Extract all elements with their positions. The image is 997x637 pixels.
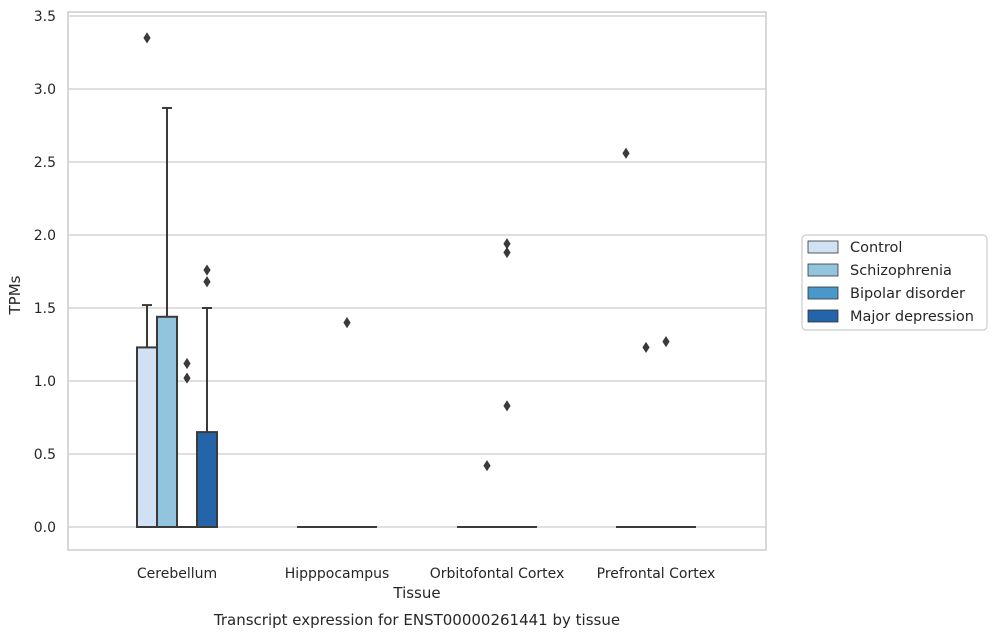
legend-frame (801, 234, 988, 331)
legend-label: Bipolar disorder (850, 286, 965, 302)
y-tick-label: 2.0 (34, 228, 56, 244)
x-tick-label: Cerebellum (137, 566, 217, 582)
y-tick-label: 3.0 (34, 82, 56, 98)
outlier-point (503, 400, 511, 412)
legend-label: Control (850, 240, 902, 256)
legend-swatch (807, 286, 839, 300)
legend-label: Major depression (850, 309, 974, 325)
x-tick-label: Prefrontal Cortex (597, 566, 716, 582)
box-cerebellum-0 (136, 304, 158, 529)
y-tick-label: 3.5 (34, 9, 56, 25)
box-prefrontal-cortex-2 (656, 335, 676, 528)
outlier-point (203, 276, 211, 288)
outlier-point (622, 147, 630, 159)
box-hipppocampus-2 (337, 317, 357, 528)
box-cerebellum-1 (156, 106, 178, 529)
outlier-point (183, 372, 191, 384)
y-tick-label: 0.0 (34, 520, 56, 536)
outlier-point (642, 341, 650, 354)
x-tick-labels: Cerebellum Hipppocampus Orbitofontal Corte… (137, 566, 715, 582)
outlier-point (662, 335, 670, 348)
x-tick-label: Hipppocampus (285, 566, 390, 582)
outlier-point (483, 460, 491, 472)
chart-caption: Transcript expression for ENST0000026144… (213, 611, 620, 629)
box-body (196, 431, 218, 529)
y-tick-label: 2.5 (34, 155, 56, 171)
y-tick-label: 1.0 (34, 374, 56, 390)
x-tick-label: Orbitofontal Cortex (430, 566, 565, 582)
outlier-point (503, 238, 511, 250)
outlier-point (203, 264, 211, 276)
outlier-point (183, 357, 191, 370)
outlier-point (503, 246, 511, 259)
box-prefrontal-cortex-1 (636, 341, 656, 528)
box-group (136, 32, 696, 529)
legend: Control Schizophrenia Bipolar disorder Majo… (801, 234, 988, 331)
plot-frame (67, 11, 767, 551)
outlier-point (143, 32, 151, 44)
x-axis-label: Tissue (392, 584, 440, 602)
y-tick-label: 0.5 (34, 447, 56, 463)
box-body (136, 346, 158, 529)
box-orbitofontal-cortex-2 (497, 238, 517, 528)
legend-swatch (807, 263, 839, 277)
y-tick-label: 1.5 (34, 301, 56, 317)
box-body (156, 315, 178, 529)
box-orbitofontal-cortex-1 (477, 460, 497, 528)
legend-swatch (807, 240, 839, 254)
box-cerebellum-2 (177, 357, 197, 528)
legend-swatch (807, 309, 839, 323)
y-axis-label: TPMs (6, 275, 24, 315)
legend-label: Schizophrenia (850, 263, 952, 279)
gridlines (68, 15, 766, 528)
outlier-point (343, 317, 351, 329)
y-tick-labels: 0.0 0.5 1.0 1.5 2.0 2.5 3.0 3.5 (34, 9, 56, 536)
box-cerebellum-3 (196, 264, 218, 529)
